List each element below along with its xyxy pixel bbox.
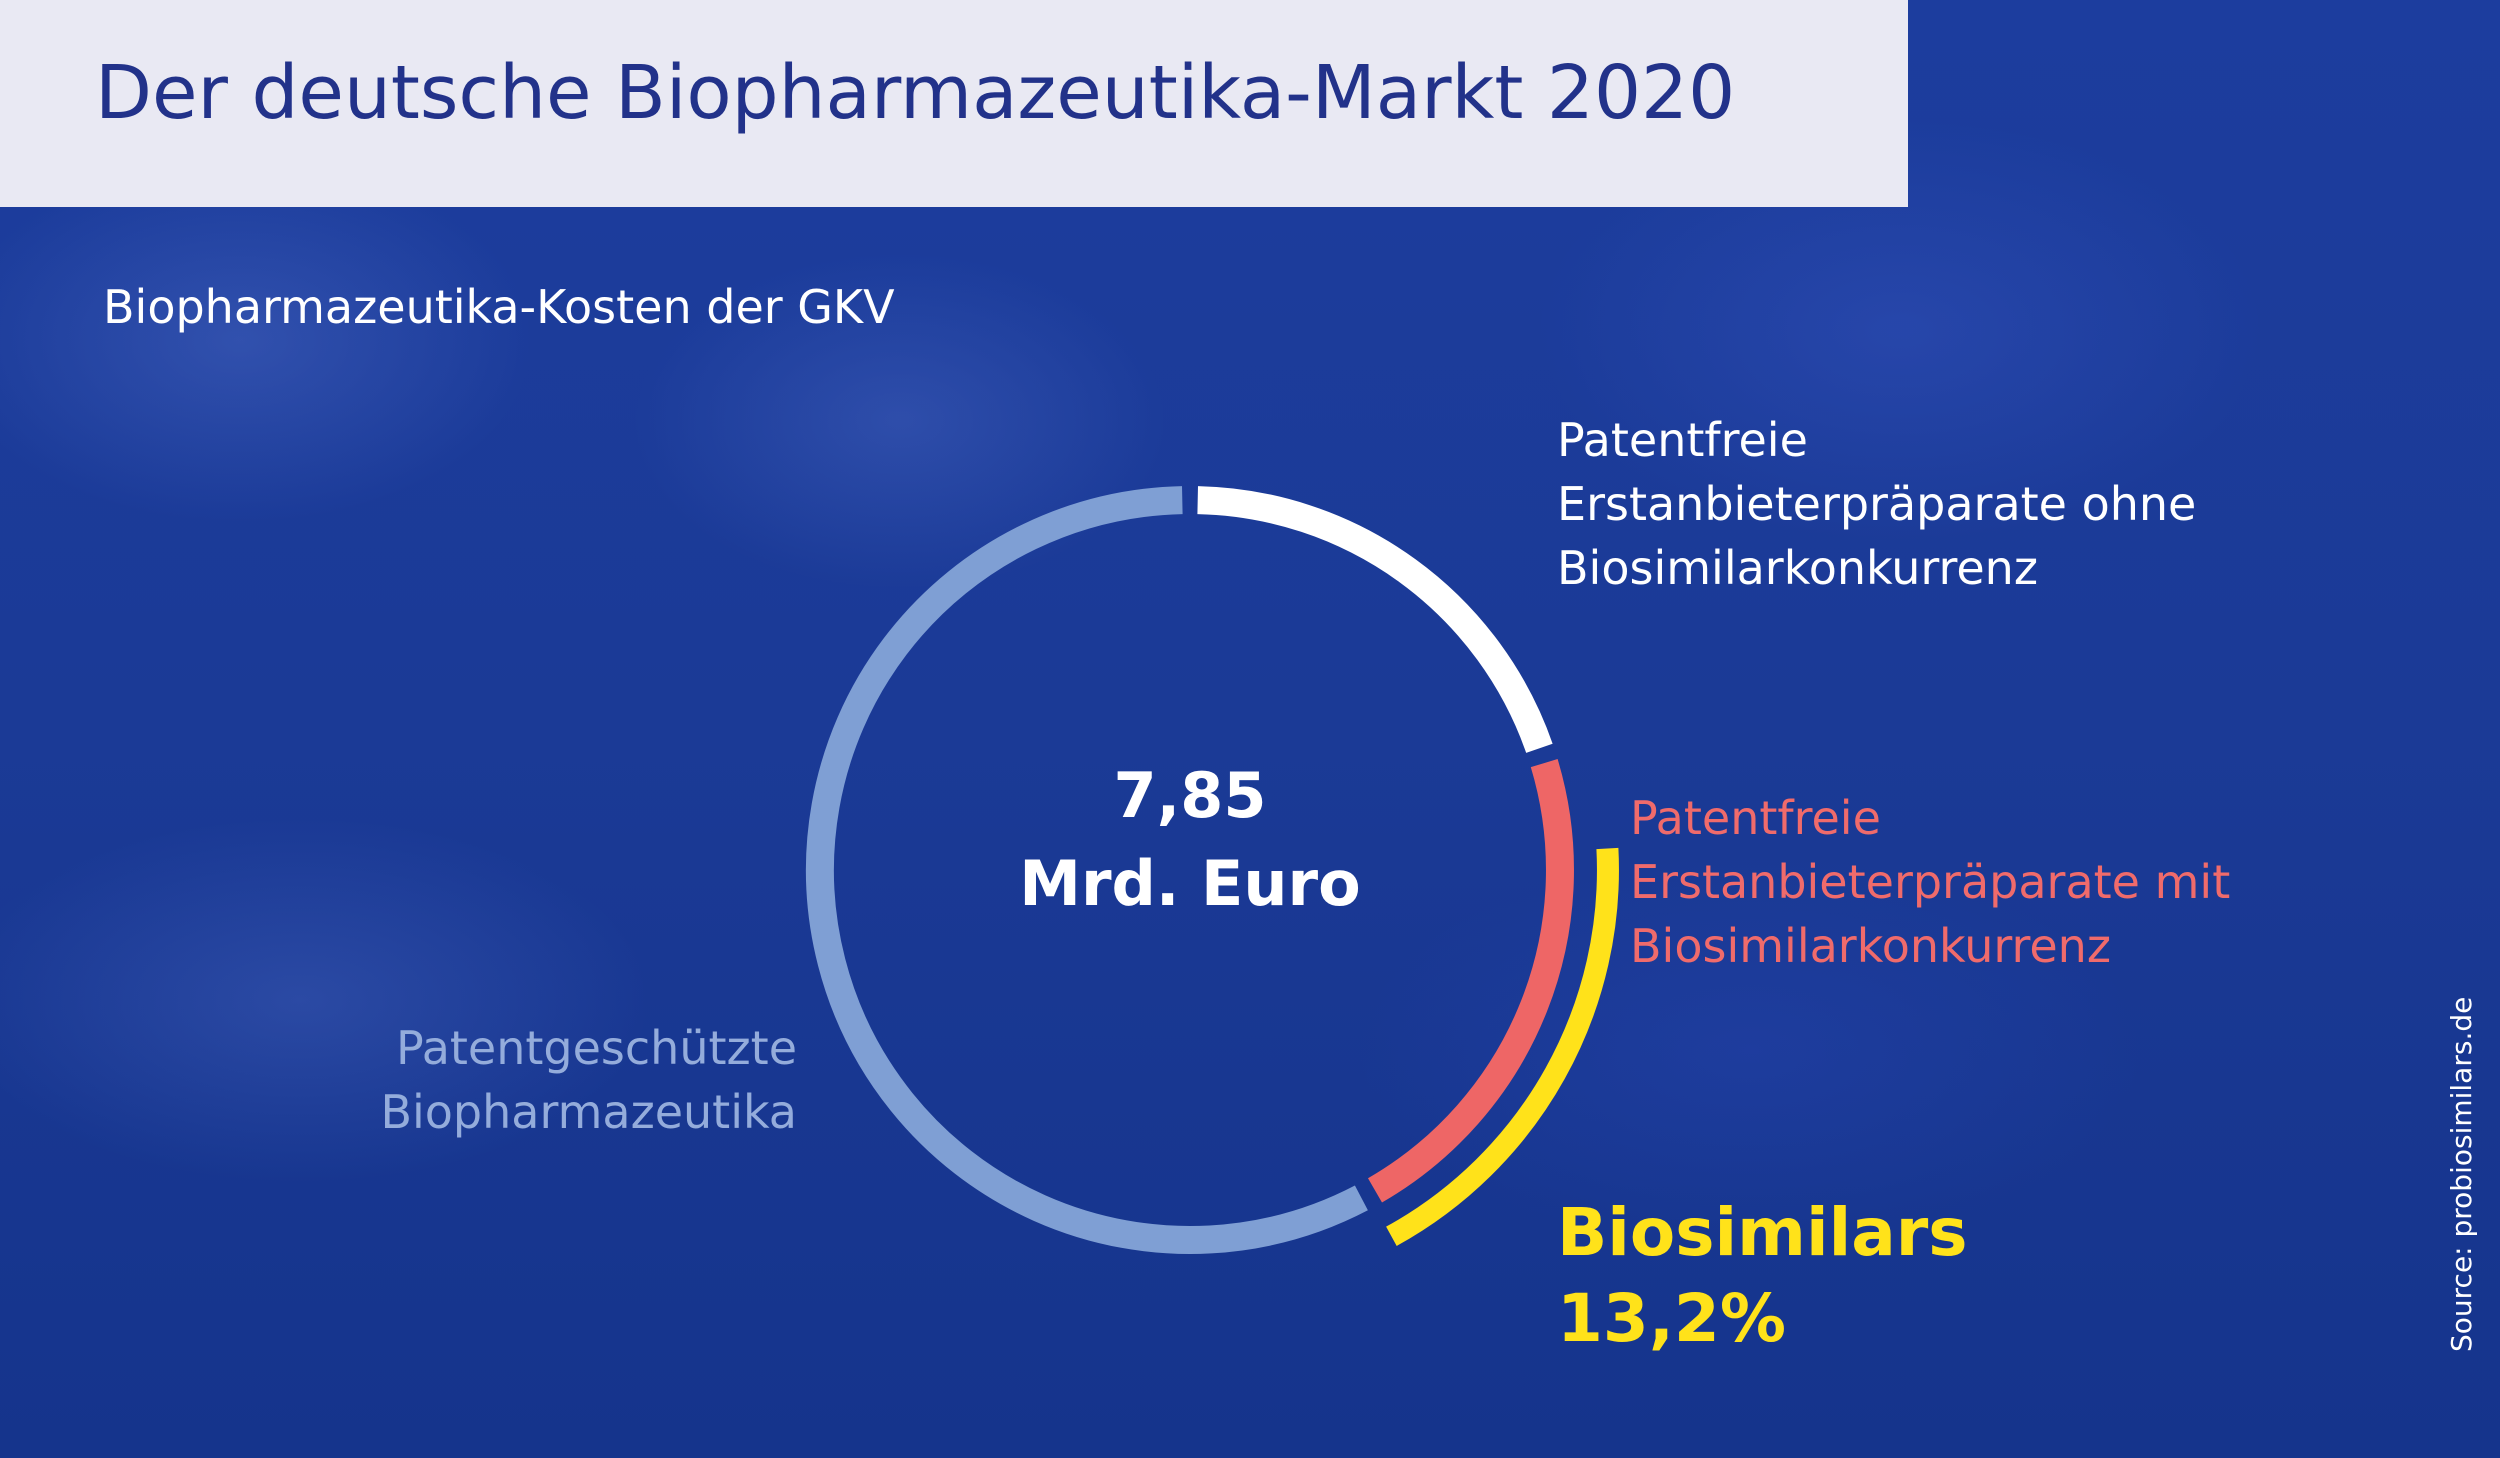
label-patentgeschuetzte: Patentgeschützte Biopharmazeutika: [380, 1021, 797, 1139]
chart-subtitle: Biopharmazeutika-Kosten der GKV: [103, 280, 895, 334]
segment-patentfreie-ohne-konkurrenz: [1197, 486, 1553, 753]
biosimilars-label: Biosimilars: [1557, 1194, 1968, 1271]
source-credit: Source: probiosimilars.de: [2445, 996, 2478, 1352]
label-patentfreie-ohne-konkurrenz: Patentfreie Erstanbieterpräparate ohne B…: [1557, 413, 2197, 595]
center-unit: Mrd. Euro: [1019, 847, 1361, 920]
label-patentfreie-mit-konkurrenz: Patentfreie Erstanbieterpräparate mit Bi…: [1630, 791, 2231, 973]
donut-center-label: 7,85 Mrd. Euro: [990, 752, 1390, 928]
segment-patentgeschuetzte: [805, 486, 1368, 1255]
segment-biosimilars-highlight: [1386, 847, 1619, 1246]
label-biosimilars: Biosimilars 13,2%: [1557, 1190, 1968, 1362]
page-title: Der deutsche Biopharmazeutika-Markt 2020: [95, 50, 1736, 136]
segment-patentfreie-mit-konkurrenz: [1367, 759, 1574, 1203]
biosimilars-value: 13,2%: [1557, 1280, 1786, 1357]
center-value: 7,85: [1113, 759, 1267, 832]
header-bar: Der deutsche Biopharmazeutika-Markt 2020: [0, 0, 1908, 207]
